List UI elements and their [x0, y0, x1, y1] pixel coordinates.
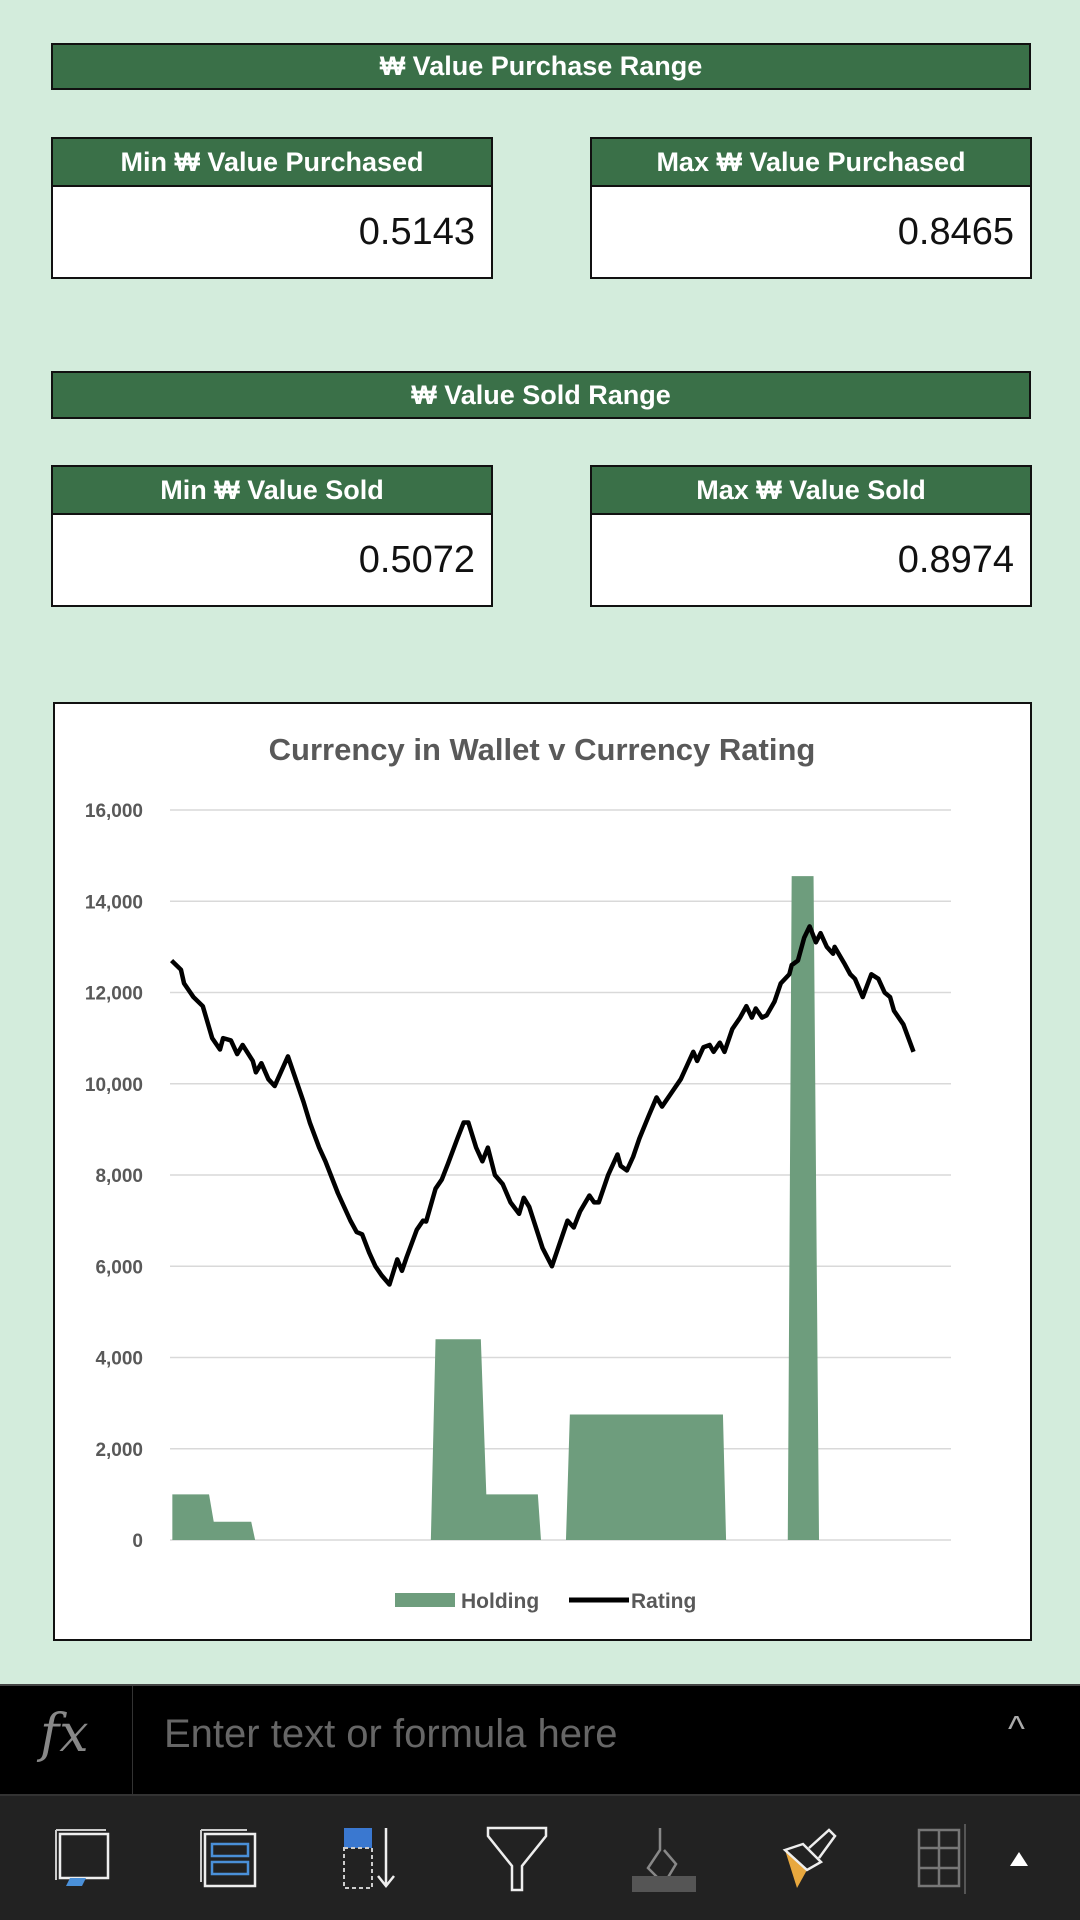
chart-title: Currency in Wallet v Currency Rating [269, 732, 816, 767]
formula-input[interactable]: Enter text or formula here [164, 1712, 618, 1756]
y-tick-label: 6,000 [95, 1257, 143, 1278]
purchase-range-title: ₩ Value Purchase Range [379, 51, 703, 81]
toolbar [0, 1794, 1080, 1920]
min-sold-cell[interactable]: Min ₩ Value Sold 0.5072 [51, 465, 493, 607]
chart-svg: Currency in Wallet v Currency Rating 0 2,… [85, 732, 951, 1613]
holding-area [172, 876, 820, 1540]
sold-range-title: ₩ Value Sold Range [411, 379, 671, 410]
freeze-panes-icon[interactable] [50, 1824, 120, 1894]
legend: Holding Rating [395, 1590, 696, 1613]
legend-holding-swatch [395, 1593, 455, 1607]
cell-borders-icon[interactable] [905, 1824, 975, 1894]
divider [132, 1686, 133, 1796]
y-tick-label: 10,000 [85, 1075, 143, 1096]
chart[interactable]: Currency in Wallet v Currency Rating 0 2,… [53, 702, 1032, 1641]
y-tick-label: 0 [132, 1531, 143, 1552]
max-purchased-label: Max ₩ Value Purchased [592, 139, 1030, 187]
min-purchased-cell[interactable]: Min ₩ Value Purchased 0.5143 [51, 137, 493, 279]
y-tick-label: 8,000 [95, 1166, 143, 1187]
purchase-range-header: ₩ Value Purchase Range [51, 43, 1031, 90]
chevron-up-icon[interactable]: ^ [1008, 1708, 1025, 1749]
y-tick-label: 4,000 [95, 1349, 143, 1370]
fill-color-icon[interactable] [628, 1824, 698, 1894]
min-sold-label: Min ₩ Value Sold [53, 467, 491, 515]
max-purchased-value[interactable]: 0.8465 [897, 211, 1014, 253]
filter-icon[interactable] [482, 1824, 552, 1894]
y-tick-label: 16,000 [85, 801, 143, 822]
y-tick-label: 12,000 [85, 984, 143, 1005]
sold-range-header: ₩ Value Sold Range [51, 371, 1031, 419]
y-tick-label: 14,000 [85, 892, 143, 913]
legend-rating-label: Rating [631, 1590, 696, 1613]
min-purchased-label: Min ₩ Value Purchased [53, 139, 491, 187]
format-painter-icon[interactable] [775, 1824, 845, 1894]
table-icon[interactable] [195, 1824, 265, 1894]
sort-icon[interactable] [338, 1824, 408, 1894]
legend-holding-label: Holding [461, 1590, 539, 1613]
max-purchased-cell[interactable]: Max ₩ Value Purchased 0.8465 [590, 137, 1032, 279]
fx-icon[interactable]: fx [40, 1704, 89, 1764]
y-tick-label: 2,000 [95, 1440, 143, 1461]
max-sold-cell[interactable]: Max ₩ Value Sold 0.8974 [590, 465, 1032, 607]
max-sold-label: Max ₩ Value Sold [592, 467, 1030, 515]
formula-bar[interactable]: fx Enter text or formula here ^ [0, 1684, 1080, 1796]
expand-toolbar-icon[interactable] [984, 1824, 1054, 1894]
rating-line [169, 924, 916, 1287]
min-purchased-value[interactable]: 0.5143 [358, 211, 475, 253]
min-sold-value[interactable]: 0.5072 [358, 539, 475, 581]
max-sold-value[interactable]: 0.8974 [897, 539, 1014, 581]
